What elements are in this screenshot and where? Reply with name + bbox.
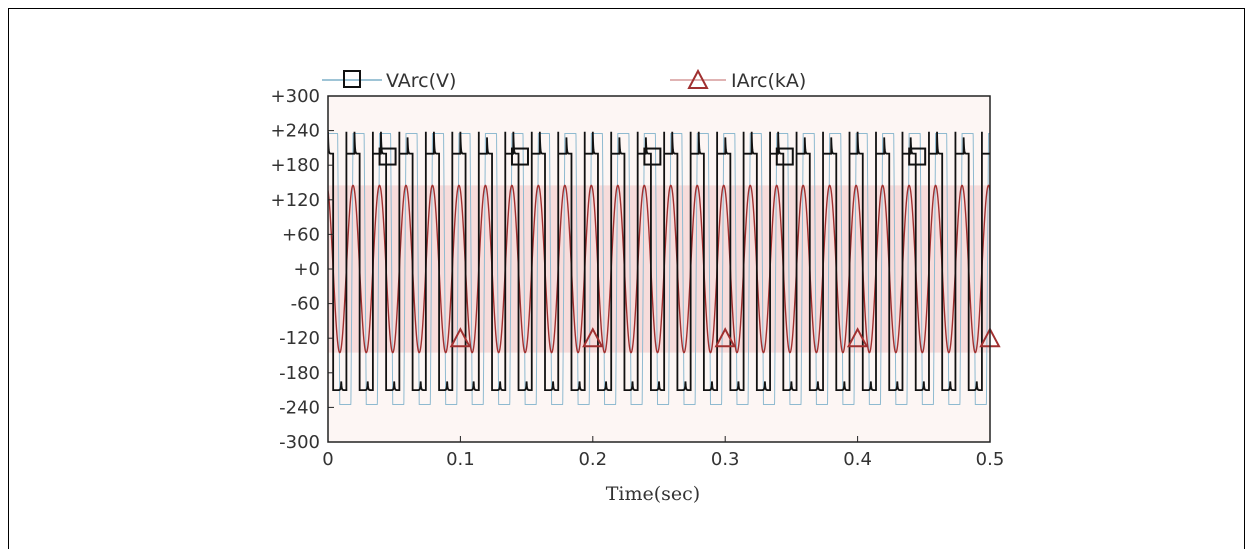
y-tick-label: +60: [282, 224, 320, 245]
y-tick-label: -300: [279, 432, 320, 453]
legend-item-varc: VArc(V): [322, 70, 456, 92]
auxiliary-trace: [328, 132, 990, 406]
varc-square-marker: [775, 147, 794, 166]
varc-square-marker: [510, 147, 529, 166]
varc-square-marker: [908, 147, 927, 166]
x-tick-label: 0.1: [446, 449, 475, 470]
y-tick-label: +120: [271, 190, 320, 211]
x-tick-label: 0.4: [843, 449, 872, 470]
x-tick-label: 0.2: [578, 449, 607, 470]
legend-item-iarc: IArc(kA): [670, 68, 806, 92]
legend-label-iarc: IArc(kA): [731, 70, 806, 92]
varc-square-marker: [643, 147, 662, 166]
triangle-marker-icon: [687, 68, 709, 89]
x-axis: 0 0.1 0.2 0.3 0.4 0.5: [322, 436, 1004, 470]
y-tick-label: +240: [271, 121, 320, 142]
iarc-triangle-marker: [846, 327, 869, 348]
iarc-triangle-marker: [582, 327, 604, 348]
iarc-triangle-marker: [714, 327, 736, 348]
x-tick-label: 0.5: [976, 449, 1005, 470]
x-tick-label: 0.3: [711, 449, 740, 470]
square-marker-icon: [343, 70, 361, 88]
current-band: [328, 185, 990, 353]
series-layer: [328, 131, 990, 406]
x-tick-label: 0: [322, 449, 333, 470]
y-tick-label: +0: [293, 259, 320, 280]
y-tick-label: +300: [271, 86, 320, 107]
iarc-triangle-marker: [449, 327, 472, 348]
y-axis: +300 +240 +180 +120 +60 +0 -60 -120 -180 -240 -300: [271, 86, 334, 453]
y-tick-label: -240: [279, 397, 320, 418]
varc-square-marker: [378, 147, 397, 166]
y-tick-label: +180: [271, 155, 320, 176]
series-line-varc: [328, 131, 990, 391]
figure-frame: [8, 8, 1245, 549]
marker-layer: [378, 147, 1001, 348]
x-axis-label: Time(sec): [606, 483, 700, 505]
y-tick-label: -60: [291, 294, 320, 315]
y-tick-label: -120: [279, 328, 320, 349]
y-tick-label: -180: [279, 363, 320, 384]
legend: VArc(V) IArc(kA): [322, 68, 806, 92]
legend-label-varc: VArc(V): [386, 70, 456, 92]
